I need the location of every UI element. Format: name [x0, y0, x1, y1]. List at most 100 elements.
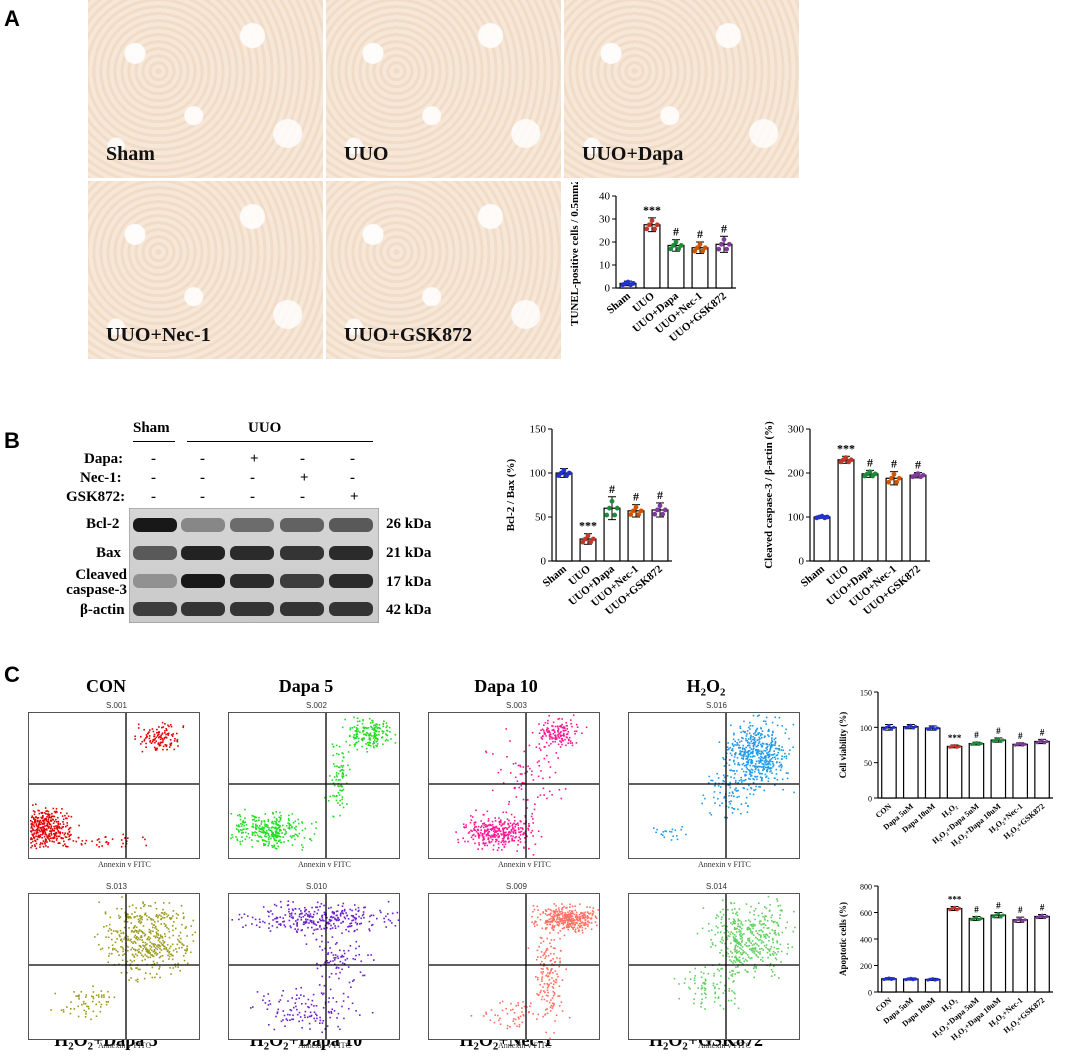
- bar: [946, 745, 963, 799]
- band-size-beta-actin: 42 kDa: [386, 602, 432, 618]
- blot-band: [329, 574, 373, 588]
- data-point: [948, 908, 952, 912]
- bar: [881, 726, 897, 799]
- data-point: [604, 512, 610, 518]
- band-size-bax: 21 kDa: [386, 545, 432, 561]
- flow-cytometry-plot: Annexin v FITC: [428, 893, 600, 1050]
- data-point: [926, 727, 930, 731]
- significance-label: ***: [643, 203, 661, 217]
- data-point: [692, 248, 698, 254]
- treatment-mark: -: [200, 470, 205, 486]
- y-tick-label: 150: [530, 424, 547, 436]
- data-point: [882, 977, 886, 981]
- flow-x-axis-label: Annexin v FITC: [98, 860, 151, 869]
- data-point: [1038, 914, 1042, 919]
- bar: [1012, 743, 1029, 799]
- data-point: [609, 498, 615, 504]
- data-point: [630, 281, 636, 286]
- data-point: [1016, 918, 1020, 922]
- data-point: [948, 745, 952, 749]
- significance-label: #: [1018, 731, 1023, 741]
- flow-x-axis-label: Annexin v FITC: [498, 1041, 551, 1050]
- data-point: [974, 915, 979, 919]
- band-label-cleaved-caspase3: Cleaved caspase-3: [62, 568, 127, 598]
- y-tick-label: 100: [860, 724, 872, 733]
- data-point: [566, 470, 572, 476]
- flow-x-axis-label: Annexin v FITC: [298, 860, 351, 869]
- western-blot-image: [129, 508, 379, 623]
- data-point: [894, 479, 900, 485]
- significance-label: #: [721, 221, 727, 235]
- y-axis-label: Cell viability (%): [838, 712, 848, 779]
- data-point: [654, 222, 660, 228]
- data-point: [726, 241, 732, 247]
- data-point: [996, 911, 1000, 916]
- treatment-mark: -: [350, 470, 355, 486]
- significance-label: #: [915, 458, 921, 472]
- data-point: [1038, 739, 1042, 744]
- data-point: [884, 725, 889, 729]
- treatment-mark: -: [151, 451, 156, 467]
- y-tick-label: 400: [860, 936, 872, 945]
- y-tick-label: 0: [868, 989, 872, 998]
- data-point: [886, 479, 892, 485]
- bar: [968, 742, 985, 799]
- data-point: [931, 977, 935, 981]
- flow-cytometry-plot: Annexin v FITC: [228, 893, 400, 1050]
- y-tick-label: 50: [864, 759, 872, 768]
- data-point: [904, 726, 908, 730]
- data-point: [614, 505, 620, 511]
- bar: [990, 739, 1007, 799]
- y-tick-label: 300: [788, 424, 805, 436]
- flow-plot-title: Dapa 5: [278, 676, 334, 696]
- significance-label: #: [996, 901, 1001, 911]
- flow-plot-title: CON: [86, 676, 126, 696]
- uuo-bracket: [187, 441, 373, 442]
- y-tick-label: 100: [530, 468, 547, 480]
- data-point: [889, 727, 893, 731]
- data-point: [872, 471, 878, 477]
- y-tick-label: 0: [605, 283, 611, 295]
- data-point: [926, 978, 930, 982]
- data-point: [1040, 913, 1044, 917]
- treatment-gsk872-label: GSK872:: [66, 489, 126, 505]
- blot-band: [181, 546, 225, 560]
- treatment-mark: -: [151, 470, 156, 486]
- data-point: [911, 726, 915, 730]
- image-label-uuo-nec1: UUO+Nec-1: [106, 324, 211, 346]
- blot-band: [133, 602, 177, 616]
- data-point: [657, 503, 663, 509]
- data-point: [673, 239, 679, 245]
- bar: [627, 510, 645, 562]
- data-point: [1018, 741, 1022, 746]
- data-point: [887, 976, 891, 980]
- band-label-bax: Bax: [96, 545, 122, 561]
- cleaved-caspase3-bar-chart: Cleaved caspase-3 / β-actin (%) 0 100 200 30…: [763, 421, 930, 618]
- y-tick-label: 150: [860, 689, 872, 698]
- bar: [837, 459, 855, 562]
- data-point: [678, 243, 684, 248]
- treatment-mark: -: [250, 470, 255, 486]
- data-point: [646, 222, 652, 228]
- data-point: [955, 745, 959, 749]
- data-point: [612, 512, 618, 518]
- histology-image-uuo: UUO: [326, 0, 561, 178]
- significance-label: #: [697, 227, 703, 241]
- data-point: [668, 246, 674, 252]
- y-axis-label: Bcl-2 / Bax (%): [505, 458, 517, 531]
- data-point: [1001, 913, 1005, 917]
- data-point: [1020, 743, 1025, 747]
- bar: [946, 907, 963, 993]
- flow-sample-id: S.001: [106, 701, 127, 710]
- data-point: [928, 977, 932, 982]
- bcl2-bax-bar-chart: Bcl-2 / Bax (%)050100150Sham***UUO#UUO+D…: [505, 424, 672, 618]
- y-tick-label: 0: [799, 556, 805, 568]
- flow-cytometry-plot: Annexin v FITC: [28, 712, 200, 869]
- flow-x-axis-label: Annexin v FITC: [698, 860, 751, 869]
- data-point: [896, 475, 902, 481]
- data-point: [1040, 738, 1044, 742]
- treatment-mark: -: [300, 451, 305, 467]
- treatment-mark: -: [151, 489, 156, 505]
- data-point: [588, 539, 594, 545]
- data-point: [950, 744, 954, 749]
